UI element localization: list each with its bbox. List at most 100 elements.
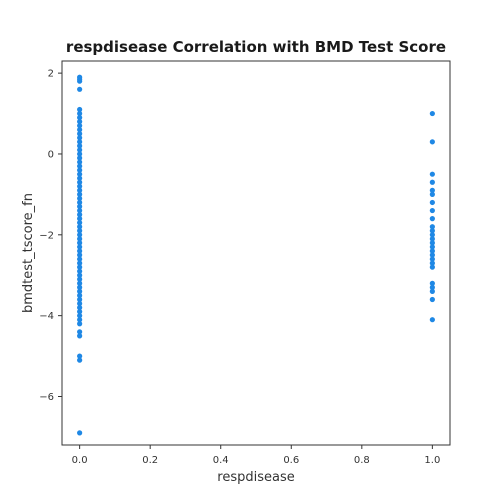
chart-title: respdisease Correlation with BMD Test Sc… — [66, 38, 446, 56]
y-tick-label: −4 — [39, 311, 54, 322]
data-point — [77, 123, 83, 129]
y-tick-label: −6 — [39, 392, 54, 403]
x-tick-label: 0.4 — [213, 455, 229, 466]
y-tick-label: 2 — [48, 69, 54, 80]
data-point — [429, 248, 435, 254]
data-point — [429, 171, 435, 177]
data-point — [77, 191, 83, 197]
data-point — [77, 430, 83, 436]
data-point — [77, 171, 83, 177]
data-point — [77, 203, 83, 210]
data-point — [429, 244, 435, 250]
data-point — [77, 244, 83, 250]
data-point — [77, 216, 83, 222]
data-point — [429, 260, 435, 266]
data-point — [77, 284, 83, 290]
data-point — [77, 288, 83, 294]
x-tick-label: 1.0 — [424, 455, 440, 466]
data-point — [77, 163, 83, 169]
data-point — [77, 119, 83, 125]
data-point — [77, 179, 83, 185]
data-point — [77, 317, 83, 323]
data-point — [429, 199, 435, 206]
data-point — [77, 86, 83, 92]
x-axis: 0.0 0.2 0.4 0.6 0.8 1.0 — [72, 445, 440, 466]
data-point — [77, 248, 83, 254]
plot-frame — [61, 60, 451, 446]
data-point — [429, 280, 435, 286]
data-point — [429, 236, 435, 242]
x-tick-label: 0.0 — [72, 455, 88, 466]
data-point — [429, 284, 435, 290]
data-point — [429, 224, 435, 230]
data-point — [77, 212, 83, 218]
y-tick-label: −2 — [39, 230, 54, 241]
data-point — [77, 155, 83, 161]
data-point — [77, 167, 83, 173]
x-tick-label: 0.2 — [142, 455, 158, 466]
data-point — [429, 191, 435, 197]
data-point — [77, 175, 83, 181]
data-point — [429, 296, 435, 303]
data-point — [77, 292, 83, 299]
data-point — [77, 131, 83, 137]
data-point — [77, 220, 83, 226]
data-point — [77, 106, 83, 113]
data-point — [77, 280, 83, 286]
data-point — [77, 260, 83, 266]
y-axis-label: bmdtest_tscore_fn — [21, 193, 36, 313]
scatter-points — [77, 74, 435, 436]
data-point — [77, 187, 83, 193]
data-point — [429, 139, 435, 145]
data-point — [77, 353, 83, 359]
data-point — [429, 216, 435, 222]
data-point — [77, 114, 83, 121]
data-point — [77, 127, 83, 133]
x-axis-label: respdisease — [217, 470, 294, 485]
y-axis: −6 −4 −2 0 2 — [39, 69, 62, 403]
data-point — [429, 110, 435, 117]
data-point — [429, 252, 435, 258]
data-point — [77, 313, 83, 319]
data-point — [77, 276, 83, 282]
data-point — [429, 317, 435, 323]
data-point — [429, 179, 435, 185]
data-point — [77, 264, 83, 270]
data-point — [77, 207, 83, 214]
data-point — [77, 252, 83, 258]
x-tick-label: 0.6 — [283, 455, 299, 466]
data-point — [77, 300, 83, 307]
data-point — [429, 187, 435, 193]
data-point — [77, 309, 83, 315]
data-point — [77, 147, 83, 153]
data-point — [77, 268, 83, 274]
data-point — [77, 135, 83, 141]
data-point — [77, 228, 83, 234]
data-point — [77, 333, 83, 339]
data-point — [429, 228, 435, 234]
data-point — [77, 151, 83, 157]
data-point — [77, 232, 83, 238]
data-point — [429, 264, 435, 270]
y-tick-label: 0 — [48, 149, 54, 160]
data-point — [429, 240, 435, 246]
data-point — [77, 304, 83, 311]
data-point — [77, 199, 83, 206]
data-point — [429, 256, 435, 262]
data-point — [77, 272, 83, 278]
x-tick-label: 0.8 — [354, 455, 370, 466]
data-point — [77, 159, 83, 165]
data-point — [77, 110, 83, 117]
data-point — [429, 288, 435, 294]
data-point — [77, 143, 83, 149]
data-point — [429, 232, 435, 238]
data-point — [77, 240, 83, 246]
data-point — [77, 139, 83, 145]
data-point — [77, 296, 83, 303]
data-point — [77, 321, 83, 327]
data-point — [77, 195, 83, 202]
data-point — [77, 183, 83, 189]
data-point — [77, 256, 83, 262]
data-point — [77, 236, 83, 242]
